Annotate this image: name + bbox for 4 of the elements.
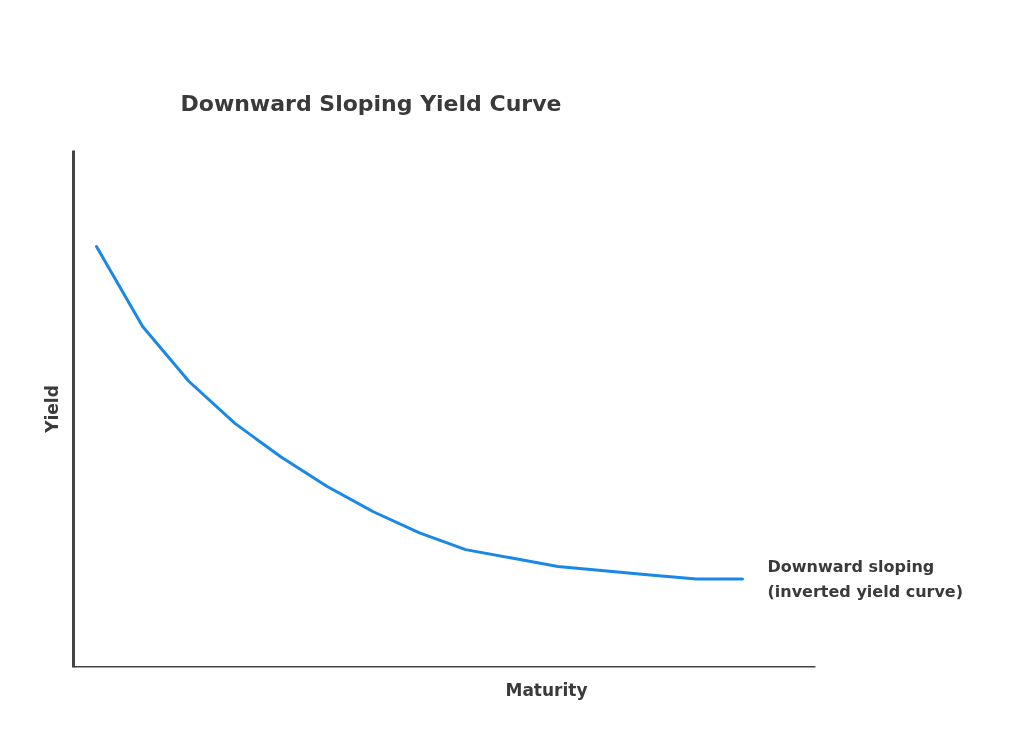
chart-title: Downward Sloping Yield Curve: [180, 90, 562, 116]
text: Downward sloping (inverted yield curve): [767, 557, 964, 601]
x-axis-title: Maturity: [505, 679, 588, 700]
y-axis-title: Yield: [41, 385, 62, 434]
